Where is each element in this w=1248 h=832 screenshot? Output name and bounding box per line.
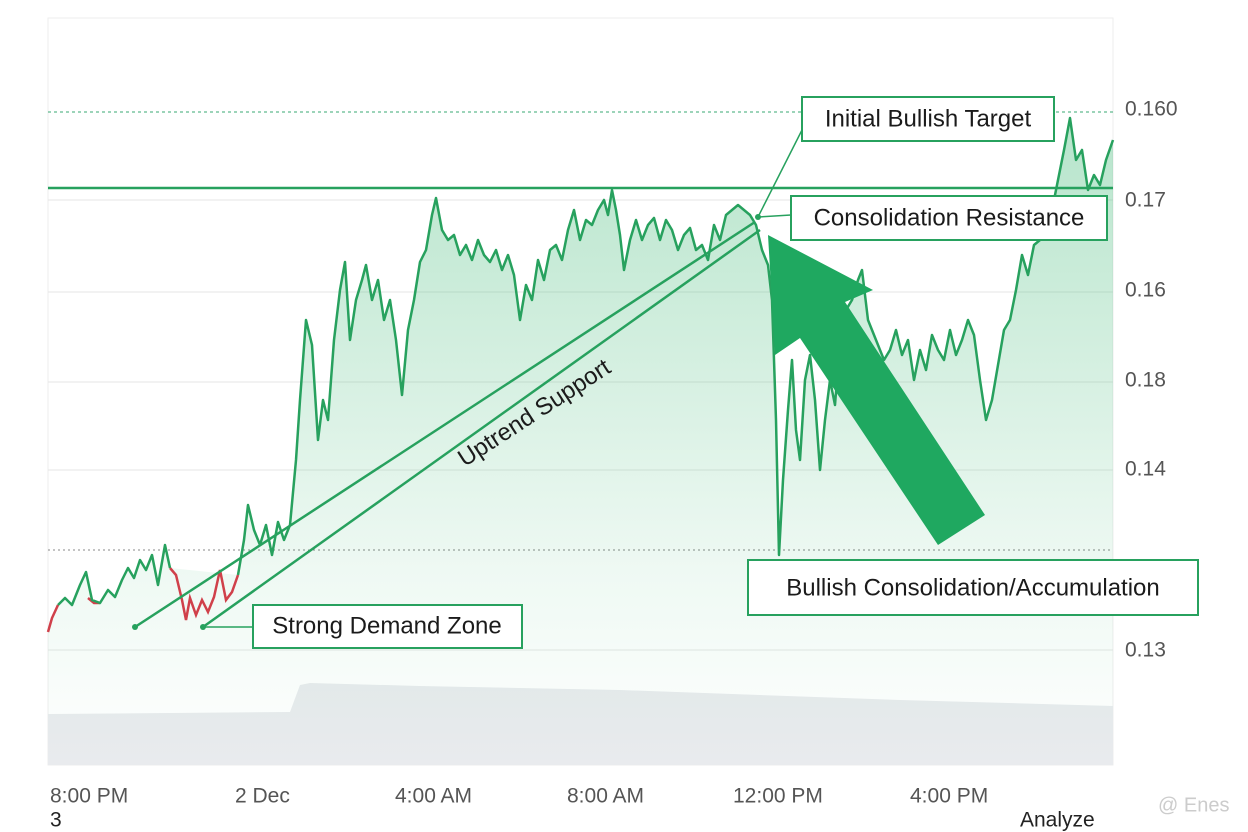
y-tick-label: 0.13 xyxy=(1125,639,1166,662)
x-tick-label: 2 Dec xyxy=(235,785,290,808)
support-line xyxy=(202,228,761,629)
y-tick-label: 0.16 xyxy=(1125,279,1166,302)
watermark: @ Enes xyxy=(1158,794,1229,816)
annotation-label: Consolidation Resistance xyxy=(814,204,1085,231)
annotation-box xyxy=(747,559,1199,616)
anchor-point xyxy=(132,624,138,630)
annotation-box xyxy=(252,604,523,649)
annotation-box xyxy=(790,195,1108,241)
x-tick-label: 4:00 PM xyxy=(910,785,988,808)
x-tick-label: 12:00 PM xyxy=(733,785,823,808)
connector xyxy=(757,214,792,218)
y-tick-label: 0.18 xyxy=(1125,369,1166,392)
x-tick-label: 8:00 AM xyxy=(567,785,644,808)
x-tick-label: 4:00 AM xyxy=(395,785,472,808)
annotation-label: Initial Bullish Target xyxy=(825,105,1032,132)
annotation-label: Bullish Consolidation/Accumulation xyxy=(786,574,1160,601)
big-arrow xyxy=(768,235,985,545)
connector xyxy=(757,129,803,218)
x-tick-label: 8:00 PM xyxy=(50,785,128,808)
y-axis: 0.160 0.17 0.16 0.18 0.14 0.13 xyxy=(1125,98,1178,662)
price-line xyxy=(57,116,1115,607)
annotation-label: Strong Demand Zone xyxy=(272,612,501,639)
footer-left: 3 xyxy=(50,809,62,832)
support-line xyxy=(134,220,756,629)
annotation-box xyxy=(801,96,1055,142)
y-tick-label: 0.160 xyxy=(1125,98,1178,121)
analyze-button[interactable]: Analyze xyxy=(1020,809,1095,832)
y-tick-label: 0.17 xyxy=(1125,189,1166,212)
x-axis: 8:00 PM 2 Dec 4:00 AM 8:00 AM 12:00 PM 4:00 P… xyxy=(50,785,988,808)
y-tick-label: 0.14 xyxy=(1125,458,1166,481)
